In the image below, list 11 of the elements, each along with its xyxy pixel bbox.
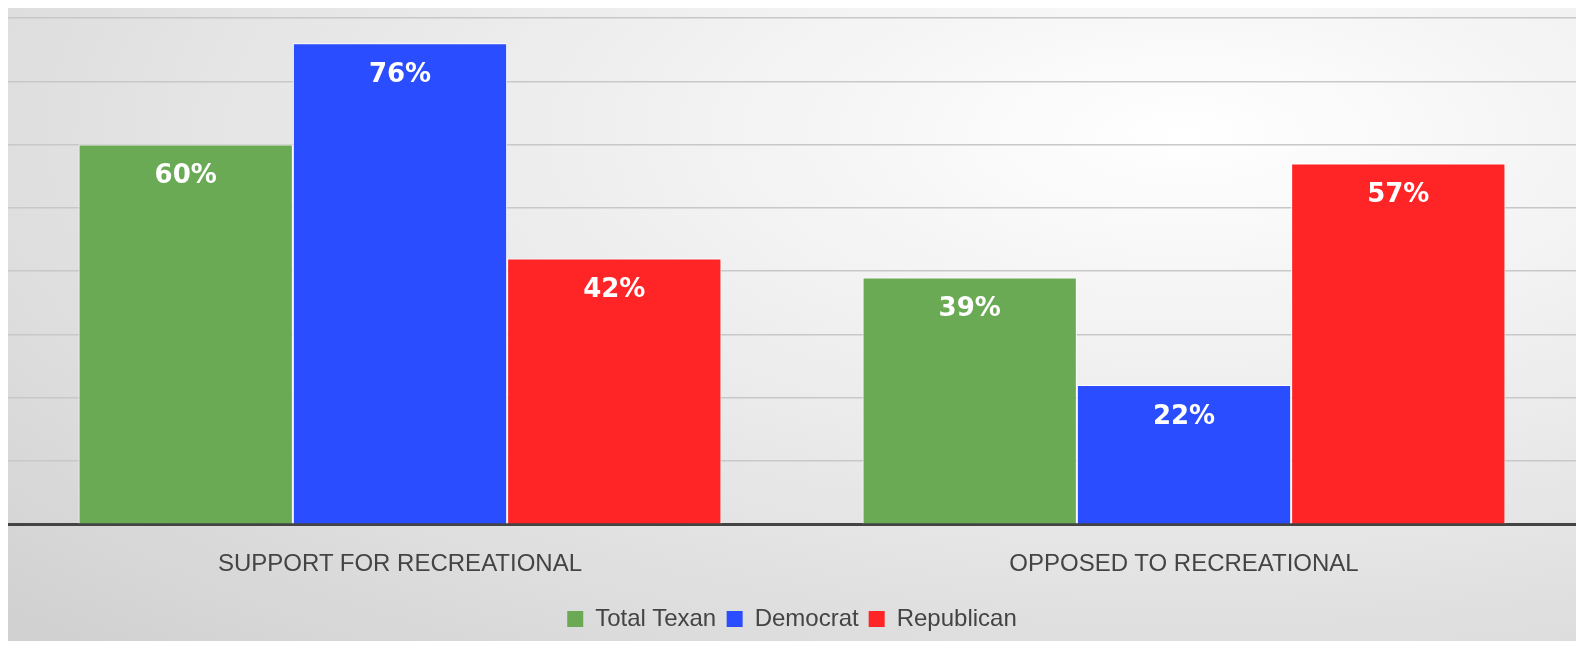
legend-label: Total Texan xyxy=(595,603,717,631)
data-label: 42% xyxy=(583,273,646,304)
x-tick-label: OPPOSED TO RECREATIONAL xyxy=(1009,549,1359,577)
data-label: 76% xyxy=(368,58,432,89)
data-label: 39% xyxy=(938,292,1001,323)
x-tick-label: SUPPORT FOR RECREATIONAL xyxy=(217,549,583,577)
data-label: 57% xyxy=(1367,178,1430,209)
data-label: 22% xyxy=(1152,399,1216,430)
legend-label: Democrat xyxy=(754,603,860,631)
legend-label: Republican xyxy=(896,603,1017,631)
data-label: 60% xyxy=(154,159,217,190)
